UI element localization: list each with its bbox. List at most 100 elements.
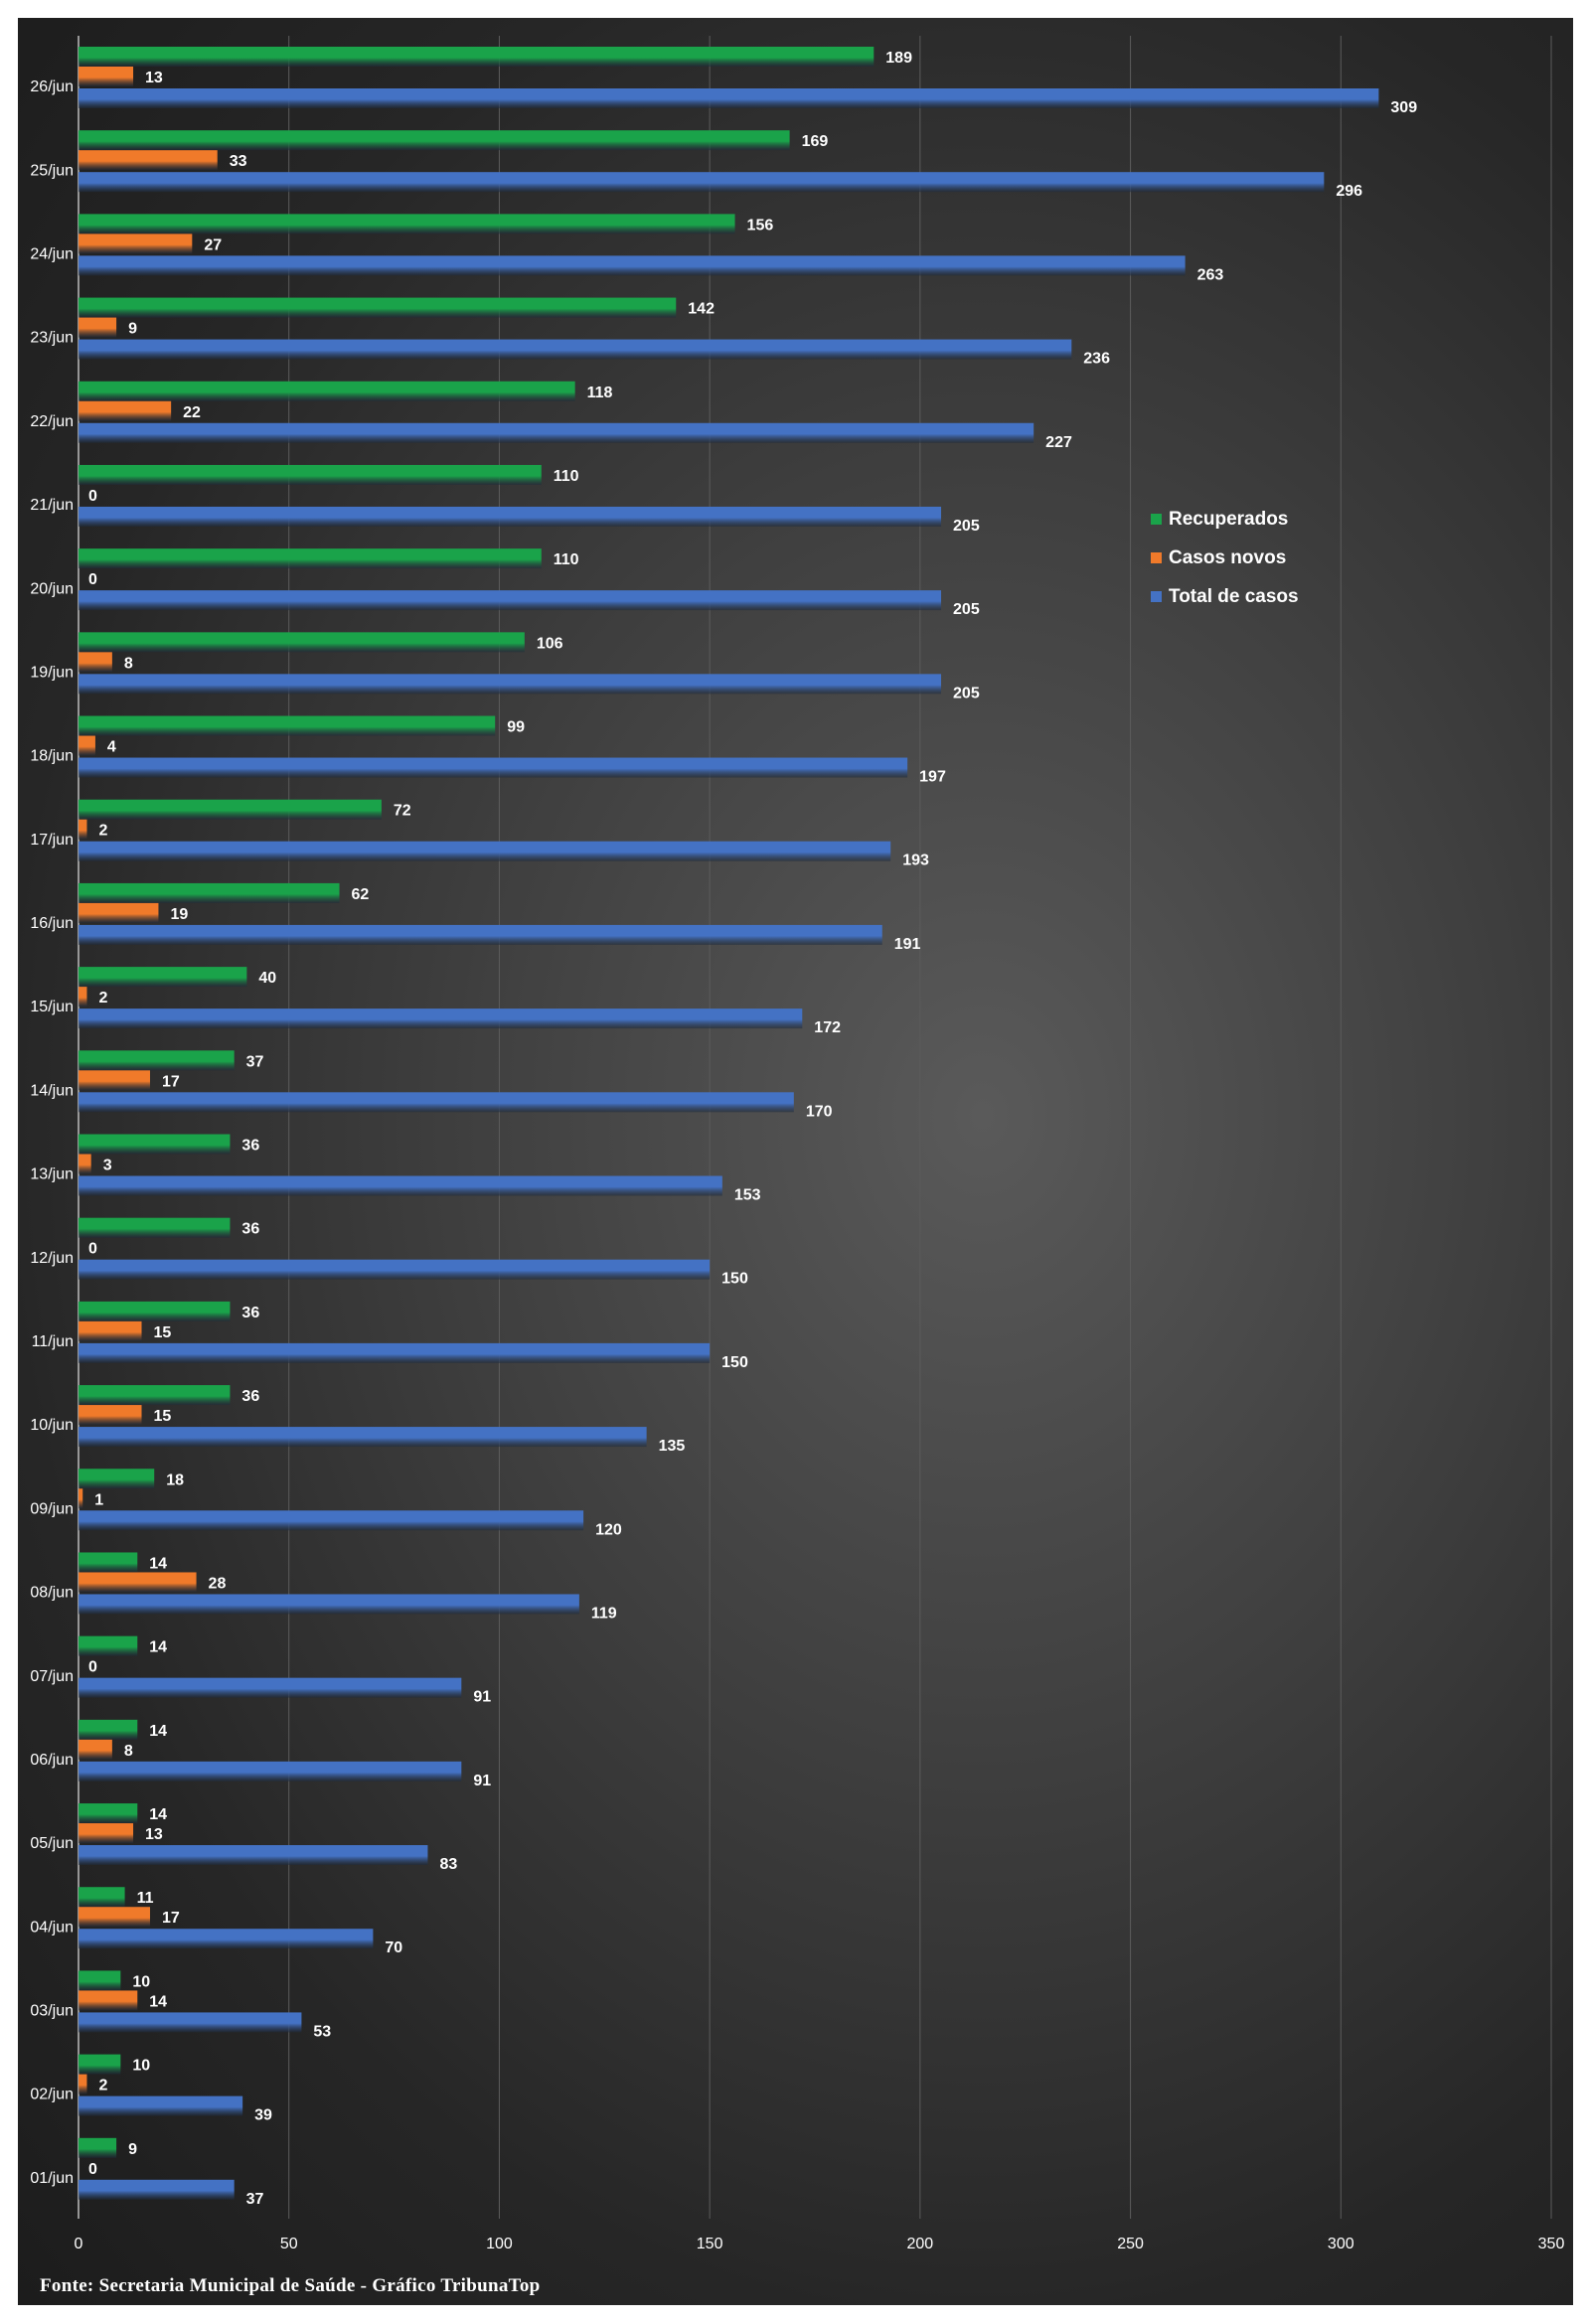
bar-recuperados xyxy=(79,1134,231,1155)
bar-total-de-casos xyxy=(79,422,1034,443)
data-label: 36 xyxy=(241,1305,259,1321)
bar-recuperados xyxy=(79,1970,121,1991)
data-label: 91 xyxy=(473,1773,491,1789)
category-label: 22/jun xyxy=(30,413,74,430)
bar-casos-novos xyxy=(79,1405,142,1426)
data-label: 170 xyxy=(806,1103,833,1120)
data-label: 153 xyxy=(734,1187,761,1204)
bar-casos-novos xyxy=(79,1823,134,1844)
bar-total-de-casos xyxy=(79,757,908,778)
data-label: 4 xyxy=(107,739,116,756)
bar-recuperados xyxy=(79,715,496,736)
category-label: 08/jun xyxy=(30,1585,74,1602)
data-label: 189 xyxy=(885,50,912,67)
bar-casos-novos xyxy=(79,1990,138,2011)
category-label: 04/jun xyxy=(30,1919,74,1936)
bar-total-de-casos xyxy=(79,1594,579,1615)
bar-recuperados xyxy=(79,2137,117,2158)
data-label: 150 xyxy=(721,1271,748,1288)
data-label: 99 xyxy=(507,719,525,736)
source-footer: Fonte: Secretaria Municipal de Saúde - G… xyxy=(40,2275,541,2296)
bar-total-de-casos xyxy=(79,841,891,861)
bar-recuperados xyxy=(79,1385,231,1406)
bar-recuperados xyxy=(79,1217,231,1238)
data-label: 106 xyxy=(537,635,563,652)
bar-casos-novos xyxy=(79,735,95,756)
bar-recuperados xyxy=(79,1552,138,1573)
data-label: 37 xyxy=(246,1053,264,1070)
data-label: 0 xyxy=(88,571,97,588)
category-label: 12/jun xyxy=(30,1250,74,1267)
category-label: 05/jun xyxy=(30,1835,74,1852)
data-label: 205 xyxy=(953,685,980,701)
data-label: 14 xyxy=(149,1555,167,1572)
data-label: 36 xyxy=(241,1388,259,1405)
data-label: 70 xyxy=(385,1939,402,1956)
category-label: 15/jun xyxy=(30,999,74,1015)
data-label: 10 xyxy=(132,2058,150,2075)
data-label: 3 xyxy=(103,1158,112,1174)
bar-total-de-casos xyxy=(79,1342,711,1363)
data-label: 119 xyxy=(591,1605,617,1622)
data-label: 33 xyxy=(230,153,247,170)
bar-total-de-casos xyxy=(79,1845,428,1866)
data-label: 9 xyxy=(128,321,137,338)
category-label: 26/jun xyxy=(30,78,74,95)
data-label: 263 xyxy=(1197,266,1224,283)
data-label: 2 xyxy=(98,823,107,840)
data-label: 2 xyxy=(98,990,107,1007)
data-label: 14 xyxy=(149,1639,167,1656)
data-label: 0 xyxy=(88,1659,97,1676)
data-label: 118 xyxy=(587,385,613,401)
legend-label: Total de casos xyxy=(1169,586,1299,607)
data-label: 205 xyxy=(953,518,980,535)
legend-swatch-recuperados xyxy=(1151,514,1162,525)
data-label: 17 xyxy=(162,1073,180,1090)
category-label: 19/jun xyxy=(30,664,74,681)
bar-total-de-casos xyxy=(79,1259,711,1280)
bar-recuperados xyxy=(79,1803,138,1824)
data-label: 169 xyxy=(802,133,829,150)
data-label: 309 xyxy=(1390,99,1417,116)
bar-total-de-casos xyxy=(79,2012,302,2033)
bar-recuperados xyxy=(79,1719,138,1740)
bar-recuperados xyxy=(79,1635,138,1656)
data-label: 28 xyxy=(209,1575,227,1592)
bar-casos-novos xyxy=(79,233,193,254)
bar-total-de-casos xyxy=(79,506,942,527)
category-label: 10/jun xyxy=(30,1417,74,1434)
category-label: 17/jun xyxy=(30,832,74,849)
category-label: 14/jun xyxy=(30,1082,74,1099)
data-label: 205 xyxy=(953,601,980,618)
x-tick-label: 350 xyxy=(1538,2236,1565,2252)
bar-total-de-casos xyxy=(79,1929,374,1949)
data-label: 110 xyxy=(554,468,579,485)
category-label: 13/jun xyxy=(30,1166,74,1183)
bar-total-de-casos xyxy=(79,1092,794,1113)
data-label: 83 xyxy=(439,1856,457,1873)
bar-casos-novos xyxy=(79,317,117,338)
bar-recuperados xyxy=(79,130,790,151)
data-label: 18 xyxy=(166,1472,184,1488)
bar-recuperados xyxy=(79,1887,125,1908)
category-label: 11/jun xyxy=(32,1333,74,1350)
bar-total-de-casos xyxy=(79,255,1186,276)
legend-swatch-total-de-casos xyxy=(1151,591,1162,602)
x-tick-label: 0 xyxy=(75,2236,83,2252)
x-tick-label: 150 xyxy=(697,2236,723,2252)
data-label: 91 xyxy=(473,1689,491,1706)
bar-recuperados xyxy=(79,2054,121,2075)
data-label: 13 xyxy=(145,70,163,86)
bar-recuperados xyxy=(79,882,340,903)
bar-total-de-casos xyxy=(79,88,1379,108)
bar-casos-novos xyxy=(79,902,159,923)
bar-recuperados xyxy=(79,548,542,569)
data-label: 15 xyxy=(154,1324,172,1341)
data-label: 142 xyxy=(688,301,715,318)
data-label: 0 xyxy=(88,488,97,505)
bar-recuperados xyxy=(79,47,874,67)
x-tick-label: 300 xyxy=(1328,2236,1354,2252)
bar-casos-novos xyxy=(79,1154,91,1174)
bar-casos-novos xyxy=(79,1488,83,1509)
data-label: 36 xyxy=(241,1221,259,1238)
